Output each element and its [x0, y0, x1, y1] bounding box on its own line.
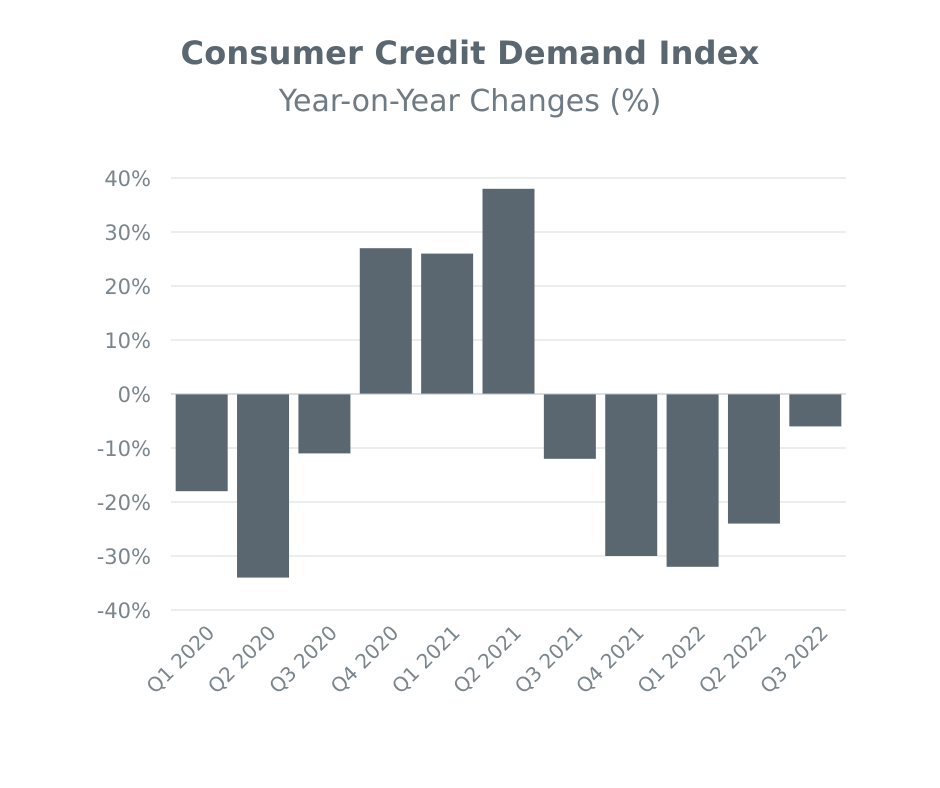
bar — [543, 394, 596, 459]
bar — [359, 248, 412, 394]
bar — [237, 394, 290, 578]
bar — [605, 394, 658, 556]
chart-subtitle: Year-on-Year Changes (%) — [278, 84, 662, 119]
y-tick-label: -20% — [97, 491, 151, 515]
y-tick-label: 0% — [118, 383, 151, 407]
bar — [421, 253, 474, 394]
x-tick-label: Q3 2022 — [755, 621, 833, 699]
y-axis-ticks: 40% 30% 20% 10% 0% -10% -20% -30% -40% — [97, 167, 151, 623]
y-tick-label: 10% — [104, 329, 151, 353]
bar — [298, 394, 351, 454]
chart-title: Consumer Credit Demand Index — [180, 34, 760, 72]
y-tick-label: -30% — [97, 545, 151, 569]
bar — [666, 394, 719, 567]
y-tick-label: 30% — [104, 221, 151, 245]
y-tick-label: -40% — [97, 599, 151, 623]
bar — [789, 394, 842, 427]
bars — [175, 188, 842, 578]
bar — [482, 188, 535, 394]
y-tick-label: 20% — [104, 275, 151, 299]
bar — [727, 394, 780, 524]
bar — [175, 394, 228, 492]
y-tick-label: -10% — [97, 437, 151, 461]
y-tick-label: 40% — [104, 167, 151, 191]
